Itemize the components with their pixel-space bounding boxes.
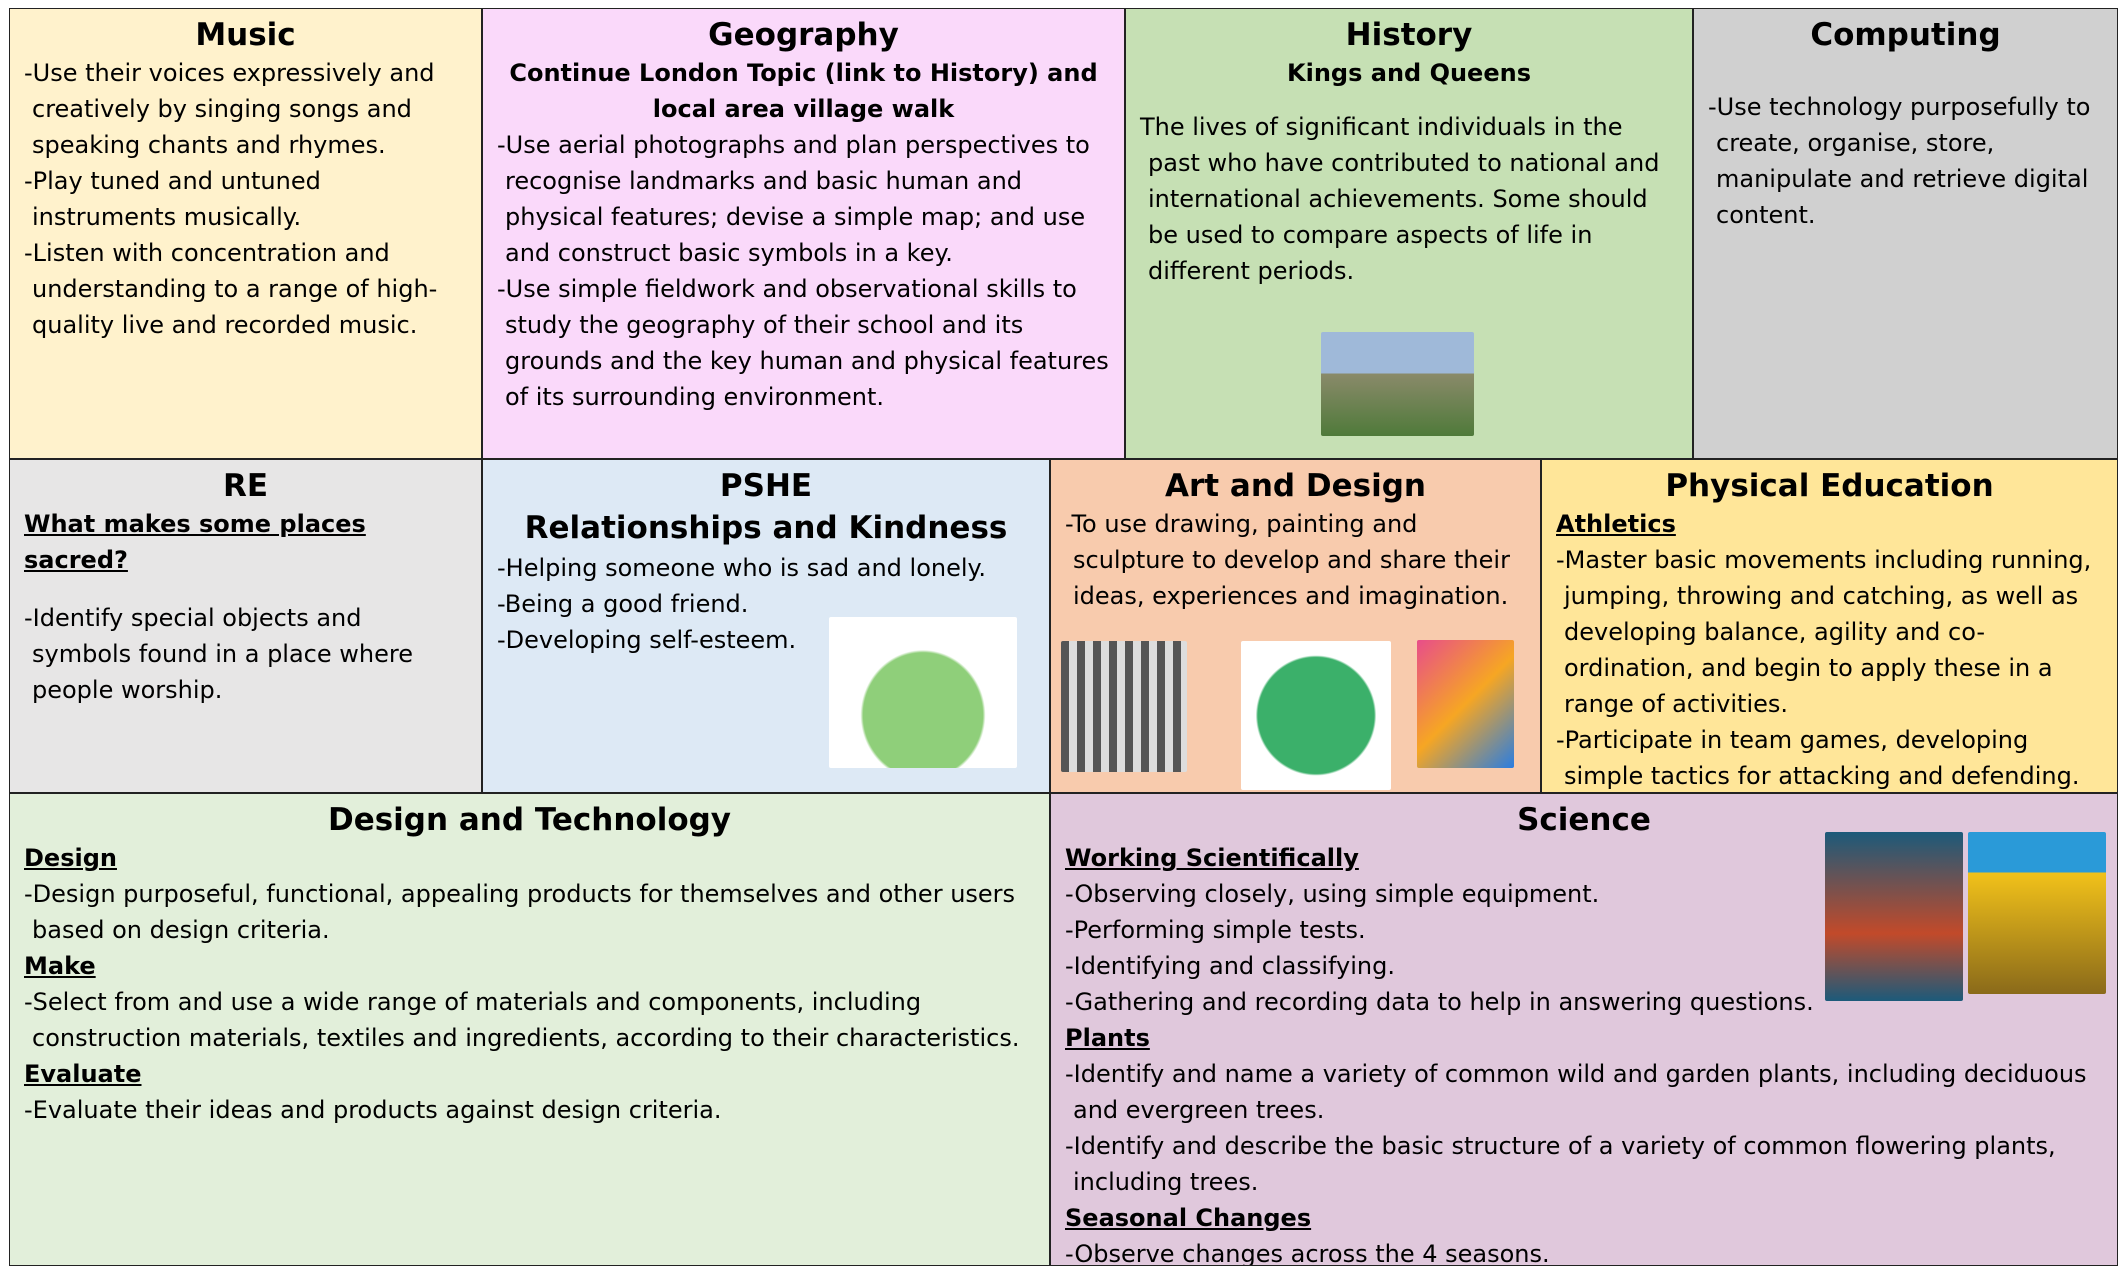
section-title: Physical Education: [1665, 468, 1994, 504]
point: -Being a good friend.: [497, 590, 749, 618]
group-heading: Plants: [1065, 1024, 1150, 1052]
section-title: RE: [222, 468, 269, 504]
point: -Use simple fieldwork and observational …: [497, 275, 1109, 411]
point: -Helping someone who is sad and lonely.: [497, 554, 986, 582]
point: -Listen with concentration and understan…: [24, 239, 438, 339]
section-title: Design and Technology: [327, 802, 732, 838]
point: -Developing self-esteem.: [497, 626, 797, 654]
point: -Observe changes across the 4 seasons.: [1065, 1240, 1550, 1266]
group-heading: Evaluate: [24, 1060, 142, 1088]
picture: [1825, 832, 1963, 1001]
point: -Identifying and classifying.: [1065, 952, 1395, 980]
group-heading: Design: [24, 844, 117, 872]
point: -Select from and use a wide range of mat…: [24, 988, 1020, 1052]
section: RE What makes some places sacred? -Identif…: [9, 459, 482, 793]
section-subtitle: Kings and Queens: [1287, 59, 1531, 87]
section: Computing -Use technology purposefully to…: [1693, 8, 2118, 459]
point: -To use drawing, painting and sculpture …: [1065, 510, 1510, 610]
section-subtitle: Continue London Topic (link to History) …: [509, 59, 1098, 123]
group-heading: Make: [24, 952, 96, 980]
point: -Gathering and recording data to help in…: [1065, 988, 1814, 1016]
group-heading: What makes some places sacred?: [24, 510, 366, 574]
section: Design and Technology Design -Design purpo…: [9, 793, 1050, 1266]
point: -Use technology purposefully to create, …: [1708, 93, 2091, 229]
section: PSHE Relationships and Kindness -Helping s…: [482, 459, 1050, 793]
section-title: Computing: [1810, 17, 2001, 53]
section: Physical Education Athletics -Master basic…: [1541, 459, 2118, 793]
picture: [1061, 641, 1187, 772]
section-title: Art and Design: [1165, 468, 1426, 504]
point: -Participate in team games, developing s…: [1556, 726, 2080, 790]
point: -Master basic movements including runnin…: [1556, 546, 2092, 718]
point: -Observing closely, using simple equipme…: [1065, 880, 1600, 908]
point: -Identify and name a variety of common w…: [1065, 1060, 2087, 1124]
point: -Evaluate their ideas and products again…: [24, 1096, 722, 1124]
section: Art and Design -To use drawing, painting …: [1050, 459, 1541, 793]
section-title: Science: [1517, 802, 1651, 838]
section-title: PSHE: [719, 468, 813, 504]
picture: [1968, 832, 2106, 994]
group-heading: Seasonal Changes: [1065, 1204, 1312, 1232]
picture: [1417, 640, 1514, 768]
picture: [829, 617, 1017, 768]
point: -Use their voices expressively and creat…: [24, 59, 435, 159]
picture: [1241, 641, 1391, 790]
group-heading: Athletics: [1556, 510, 1676, 538]
point: -Identify and describe the basic structu…: [1065, 1132, 2056, 1196]
point: -Identify special objects and symbols fo…: [24, 604, 413, 704]
section-title: History: [1345, 17, 1473, 53]
section-title: Music: [195, 17, 296, 53]
picture: [1321, 332, 1474, 436]
group-heading: Working Scientifically: [1065, 844, 1359, 872]
section: Geography Continue London Topic (link to …: [482, 8, 1125, 459]
point: -Performing simple tests.: [1065, 916, 1366, 944]
point: -Design purposeful, functional, appealin…: [24, 880, 1016, 944]
section: Music -Use their voices expressively and …: [9, 8, 482, 459]
point: The lives of significant individuals in …: [1140, 113, 1660, 285]
section: Science Working Scientifically -Observing …: [1050, 793, 2118, 1266]
section-title: Geography: [708, 17, 899, 53]
point: -Use aerial photographs and plan perspec…: [497, 131, 1090, 267]
point: -Play tuned and untuned instruments musi…: [24, 167, 321, 231]
section: History Kings and Queens The lives of sign…: [1125, 8, 1693, 459]
section-subtitle: Relationships and Kindness: [524, 510, 1008, 546]
